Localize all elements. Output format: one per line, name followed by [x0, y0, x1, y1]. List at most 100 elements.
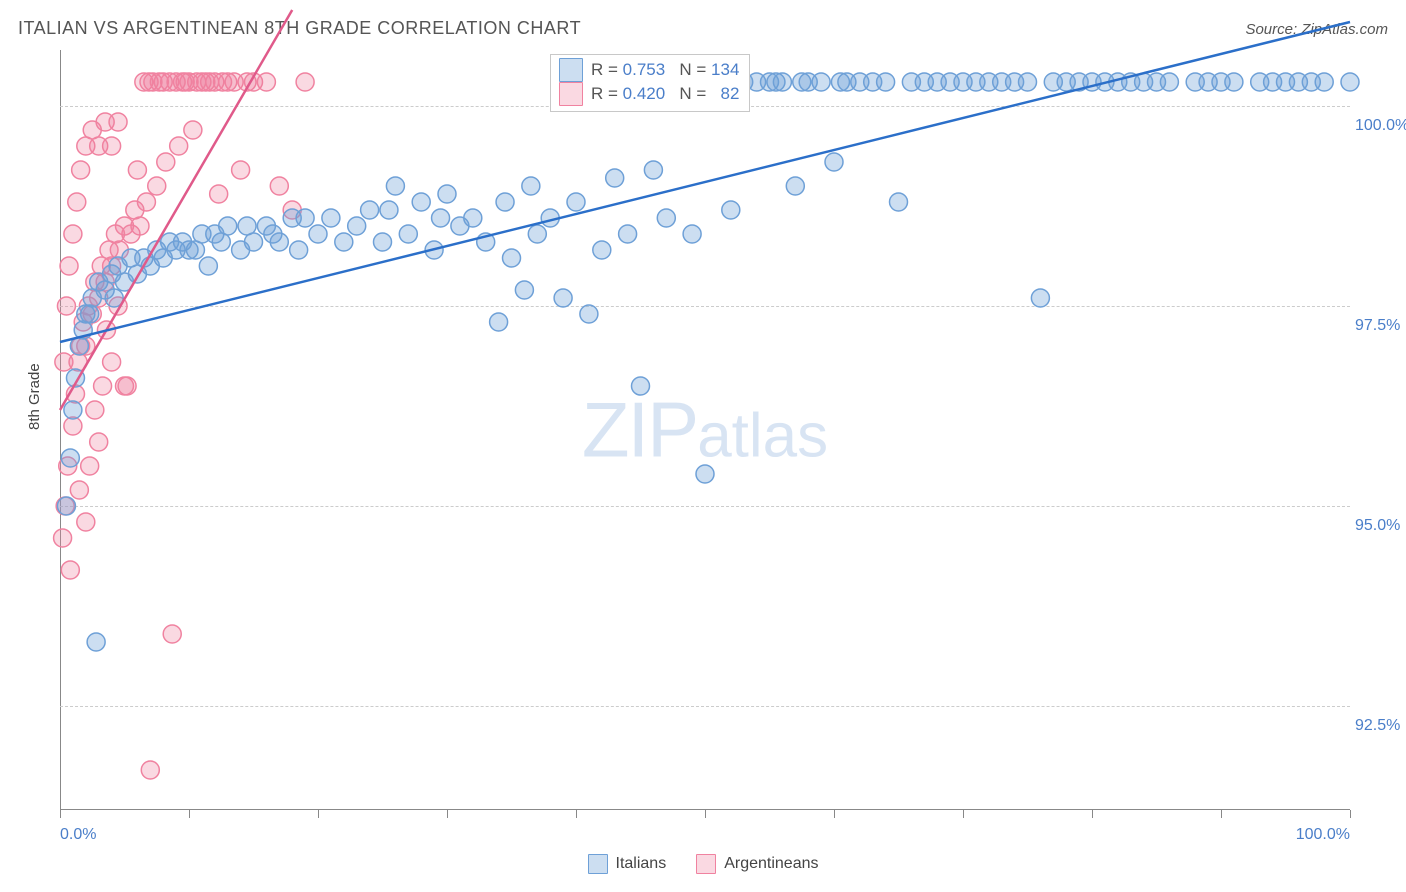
stats-legend-row-italians: R = 0.753 N = 134 — [559, 58, 739, 82]
data-point — [54, 529, 72, 547]
data-point — [296, 73, 314, 91]
data-point — [877, 73, 895, 91]
x-tick — [705, 810, 706, 818]
data-point — [567, 193, 585, 211]
data-point — [270, 177, 288, 195]
x-tick — [834, 810, 835, 818]
x-tick-label: 100.0% — [1296, 826, 1350, 844]
stats-legend: R = 0.753 N = 134 R = 0.420 N = 82 — [550, 54, 750, 112]
data-point — [94, 377, 112, 395]
data-point — [86, 401, 104, 419]
data-point — [348, 217, 366, 235]
data-point — [374, 233, 392, 251]
bottom-legend-argentineans-label: Argentineans — [724, 855, 818, 873]
data-point — [103, 353, 121, 371]
data-point — [412, 193, 430, 211]
data-point — [72, 161, 90, 179]
bottom-legend-italians: Italians — [588, 854, 667, 874]
chart-container: ITALIAN VS ARGENTINEAN 8TH GRADE CORRELA… — [0, 0, 1406, 892]
data-point — [57, 497, 75, 515]
data-point — [232, 161, 250, 179]
data-point — [70, 481, 88, 499]
data-point — [1031, 289, 1049, 307]
x-tick — [447, 810, 448, 818]
data-point — [825, 153, 843, 171]
stats-italians-text: R = 0.753 N = 134 — [591, 58, 739, 82]
data-point — [309, 225, 327, 243]
stats-legend-row-argentineans: R = 0.420 N = 82 — [559, 82, 739, 106]
y-tick-label: 92.5% — [1355, 717, 1406, 735]
data-point — [522, 177, 540, 195]
data-point — [77, 513, 95, 531]
data-point — [438, 185, 456, 203]
data-point — [773, 73, 791, 91]
data-point — [812, 73, 830, 91]
trend-line — [60, 10, 292, 410]
bottom-legend-italians-label: Italians — [616, 855, 667, 873]
data-point — [322, 209, 340, 227]
y-tick-label: 100.0% — [1355, 117, 1406, 135]
data-point — [64, 401, 82, 419]
data-point — [361, 201, 379, 219]
bottom-legend: Italians Argentineans — [0, 854, 1406, 874]
data-point — [496, 193, 514, 211]
data-point — [1315, 73, 1333, 91]
x-tick — [1221, 810, 1222, 818]
data-point — [199, 257, 217, 275]
data-point — [1225, 73, 1243, 91]
data-point — [257, 73, 275, 91]
x-tick — [60, 810, 61, 818]
data-point — [683, 225, 701, 243]
data-point — [68, 193, 86, 211]
x-tick — [1092, 810, 1093, 818]
x-tick — [189, 810, 190, 818]
swatch-italians-icon — [588, 854, 608, 874]
data-point — [64, 225, 82, 243]
data-point — [619, 225, 637, 243]
data-point — [632, 377, 650, 395]
data-point — [60, 257, 78, 275]
data-point — [399, 225, 417, 243]
swatch-italians-icon — [559, 58, 583, 82]
swatch-argentineans-icon — [559, 82, 583, 106]
title-bar: ITALIAN VS ARGENTINEAN 8TH GRADE CORRELA… — [18, 18, 1388, 39]
data-point — [464, 209, 482, 227]
data-point — [270, 233, 288, 251]
data-point — [503, 249, 521, 267]
data-point — [528, 225, 546, 243]
swatch-argentineans-icon — [696, 854, 716, 874]
x-tick — [576, 810, 577, 818]
data-point — [87, 633, 105, 651]
data-point — [131, 217, 149, 235]
data-point — [55, 353, 73, 371]
x-tick-label: 0.0% — [60, 826, 96, 844]
y-tick-label: 97.5% — [1355, 317, 1406, 335]
data-point — [57, 297, 75, 315]
data-point — [103, 137, 121, 155]
data-point — [696, 465, 714, 483]
x-tick — [1350, 810, 1351, 818]
plot-area: 92.5%95.0%97.5%100.0% 0.0%100.0% ZIPatla… — [60, 50, 1350, 810]
data-point — [90, 433, 108, 451]
data-point — [644, 161, 662, 179]
data-point — [386, 177, 404, 195]
x-tick — [963, 810, 964, 818]
data-point — [296, 209, 314, 227]
data-point — [657, 209, 675, 227]
data-point — [157, 153, 175, 171]
data-point — [1341, 73, 1359, 91]
data-point — [170, 137, 188, 155]
data-point — [593, 241, 611, 259]
data-point — [184, 121, 202, 139]
data-point — [290, 241, 308, 259]
data-point — [606, 169, 624, 187]
data-point — [116, 377, 134, 395]
data-point — [141, 761, 159, 779]
y-axis-title: 8th Grade — [26, 363, 43, 430]
data-point — [380, 201, 398, 219]
data-point — [554, 289, 572, 307]
data-point — [163, 625, 181, 643]
data-point — [490, 313, 508, 331]
scatter-svg — [60, 50, 1350, 810]
data-point — [722, 201, 740, 219]
